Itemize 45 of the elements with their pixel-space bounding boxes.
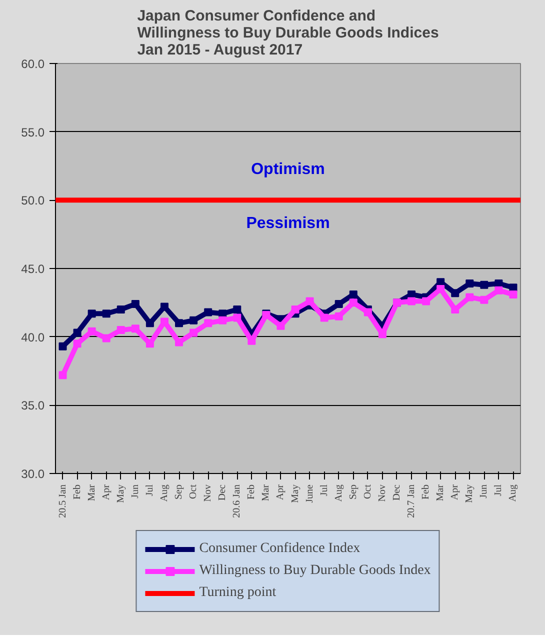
x-tick-label: Sep bbox=[348, 484, 359, 500]
x-tick-label: Aug bbox=[158, 484, 170, 502]
chart-title: Japan Consumer Confidence and Willingness to Buy Durable Goods Indices Jan 2015 - August 2017 bbox=[137, 8, 439, 58]
x-tick-label: Oct bbox=[188, 484, 200, 499]
y-tick-label: 50.0 bbox=[21, 194, 45, 208]
x-tick-label: 20.6 Jan bbox=[232, 484, 243, 518]
x-tick-label: Feb bbox=[72, 484, 83, 500]
x-tick-label: Jun bbox=[478, 484, 490, 498]
x-tick-label: Oct bbox=[362, 484, 374, 499]
y-tick-label: 30.0 bbox=[21, 467, 45, 481]
x-tick-label: Mar bbox=[86, 484, 98, 502]
x-tick-label: Feb bbox=[246, 484, 258, 500]
annotation: Optimism bbox=[251, 161, 325, 178]
legend-label: Consumer Confidence Index bbox=[199, 541, 360, 557]
x-tick-label: May bbox=[290, 484, 301, 503]
x-tick-label: Jul bbox=[318, 484, 330, 496]
x-tick-label: Jun bbox=[130, 484, 141, 498]
x-tick-label: Aug bbox=[508, 484, 519, 502]
x-tick-label: June bbox=[304, 484, 316, 503]
x-tick-label: Aug bbox=[333, 484, 344, 502]
x-tick-label: Dec bbox=[217, 484, 228, 501]
x-tick-label: Mar bbox=[435, 484, 446, 502]
y-tick-label: 45.0 bbox=[21, 262, 45, 276]
x-tick-label: Jul bbox=[493, 484, 504, 496]
x-tick-label: Apr bbox=[450, 484, 461, 500]
x-tick-label: May bbox=[115, 484, 126, 503]
annotation: Pessimism bbox=[246, 215, 330, 232]
x-tick-label: Sep bbox=[174, 484, 185, 500]
x-tick-label: Apr bbox=[275, 484, 286, 500]
x-tick-label: Nov bbox=[202, 484, 214, 502]
x-tick-label: 20.7 Jan bbox=[406, 484, 418, 518]
x-tick-label: Feb bbox=[420, 484, 432, 500]
x-tick-label: Mar bbox=[260, 484, 272, 502]
y-tick-label: 55.0 bbox=[21, 125, 45, 140]
y-tick-label: 35.0 bbox=[21, 398, 45, 413]
y-tick-label: 60.0 bbox=[21, 57, 45, 71]
x-tick-label: Nov bbox=[376, 484, 388, 502]
x-tick-label: Apr bbox=[100, 484, 112, 500]
x-tick-label: 20.5 Jan bbox=[57, 484, 68, 518]
x-tick-label: May bbox=[464, 484, 476, 503]
x-tick-label: Jul bbox=[144, 484, 156, 496]
x-tick-label: Dec bbox=[391, 484, 402, 501]
legend-label: Turning point bbox=[199, 585, 276, 601]
y-tick-label: 40.0 bbox=[21, 330, 45, 344]
legend-label: Willingness to Buy Durable Goods Index bbox=[199, 563, 431, 579]
